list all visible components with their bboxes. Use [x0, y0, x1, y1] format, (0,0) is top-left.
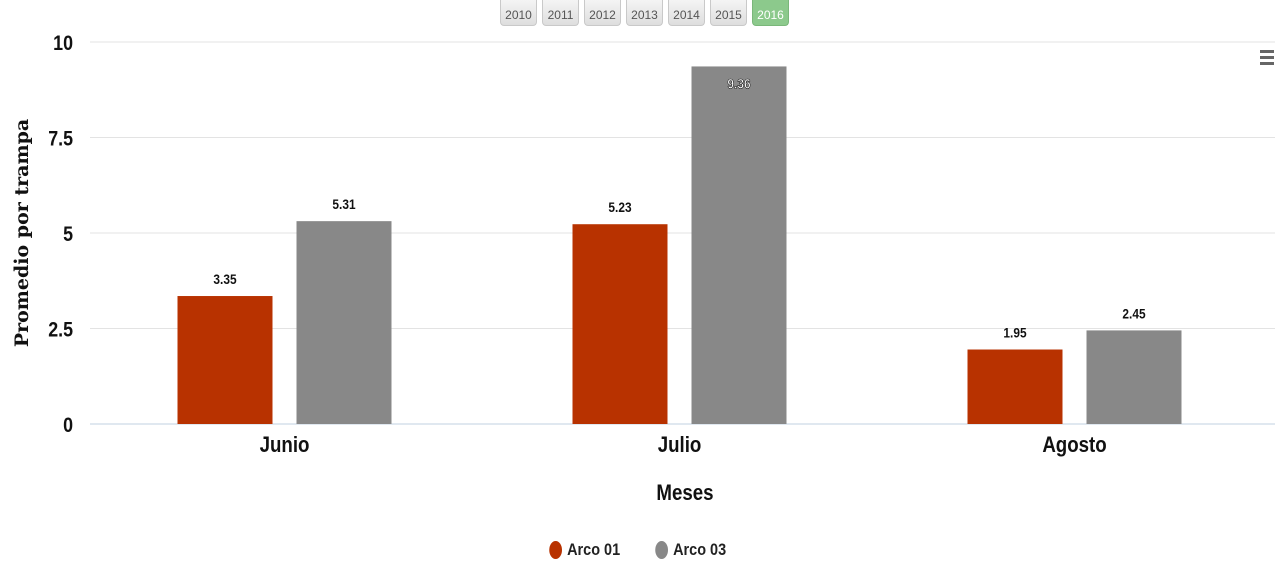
legend-item-arco-03[interactable]: Arco 03: [654, 540, 726, 560]
bar-arco-01-agosto[interactable]: [967, 349, 1063, 424]
year-button-2010[interactable]: 2010: [500, 0, 537, 26]
year-button-2016[interactable]: 2016: [752, 0, 789, 26]
legend-label-arco-03: Arco 03: [672, 540, 726, 559]
x-tick-label: Julio: [658, 434, 702, 458]
bar-arco-03-julio[interactable]: [691, 66, 787, 424]
bar-arco-01-julio[interactable]: [572, 224, 668, 424]
y-tick-label: 2.5: [48, 318, 73, 342]
data-label: 5.31: [332, 196, 355, 212]
data-label: 2.45: [1122, 305, 1145, 321]
data-label: 3.35: [213, 271, 236, 287]
legend-swatch-arco-01: [549, 541, 563, 559]
bar-chart: 0 2.5 5 7.5 10 3.35 5.31 Junio 5.23 9.36 Julio 1.95…: [11, 32, 1275, 506]
data-label: 1.95: [1003, 325, 1026, 341]
year-selector: 2010 2011 2012 2013 2014 2015 2016: [500, 0, 789, 28]
legend-swatch-arco-03: [654, 541, 668, 559]
year-button-2012[interactable]: 2012: [584, 0, 621, 26]
y-axis-title: Promedio por trampa: [11, 119, 33, 347]
legend: Arco 01 Arco 03: [0, 540, 1275, 560]
y-tick-label: 7.5: [48, 127, 73, 151]
y-tick-label: 5: [63, 223, 73, 247]
year-button-2013[interactable]: 2013: [626, 0, 663, 26]
year-button-2011[interactable]: 2011: [542, 0, 579, 26]
x-axis-title: Meses: [656, 482, 713, 506]
y-tick-label: 0: [63, 414, 73, 438]
bar-arco-03-junio[interactable]: [296, 221, 392, 424]
bar-arco-01-junio[interactable]: [177, 296, 273, 424]
data-label: 5.23: [608, 199, 631, 215]
hamburger-menu-icon[interactable]: [1260, 50, 1275, 68]
legend-label-arco-01: Arco 01: [567, 540, 621, 559]
legend-item-arco-01[interactable]: Arco 01: [549, 540, 620, 560]
x-tick-label: Agosto: [1042, 434, 1106, 458]
year-button-2015[interactable]: 2015: [710, 0, 747, 26]
x-tick-label: Junio: [260, 434, 310, 458]
data-label: 9.36: [727, 76, 750, 92]
bar-arco-03-agosto[interactable]: [1086, 330, 1182, 424]
year-button-2014[interactable]: 2014: [668, 0, 705, 26]
y-tick-label: 10: [53, 32, 73, 56]
